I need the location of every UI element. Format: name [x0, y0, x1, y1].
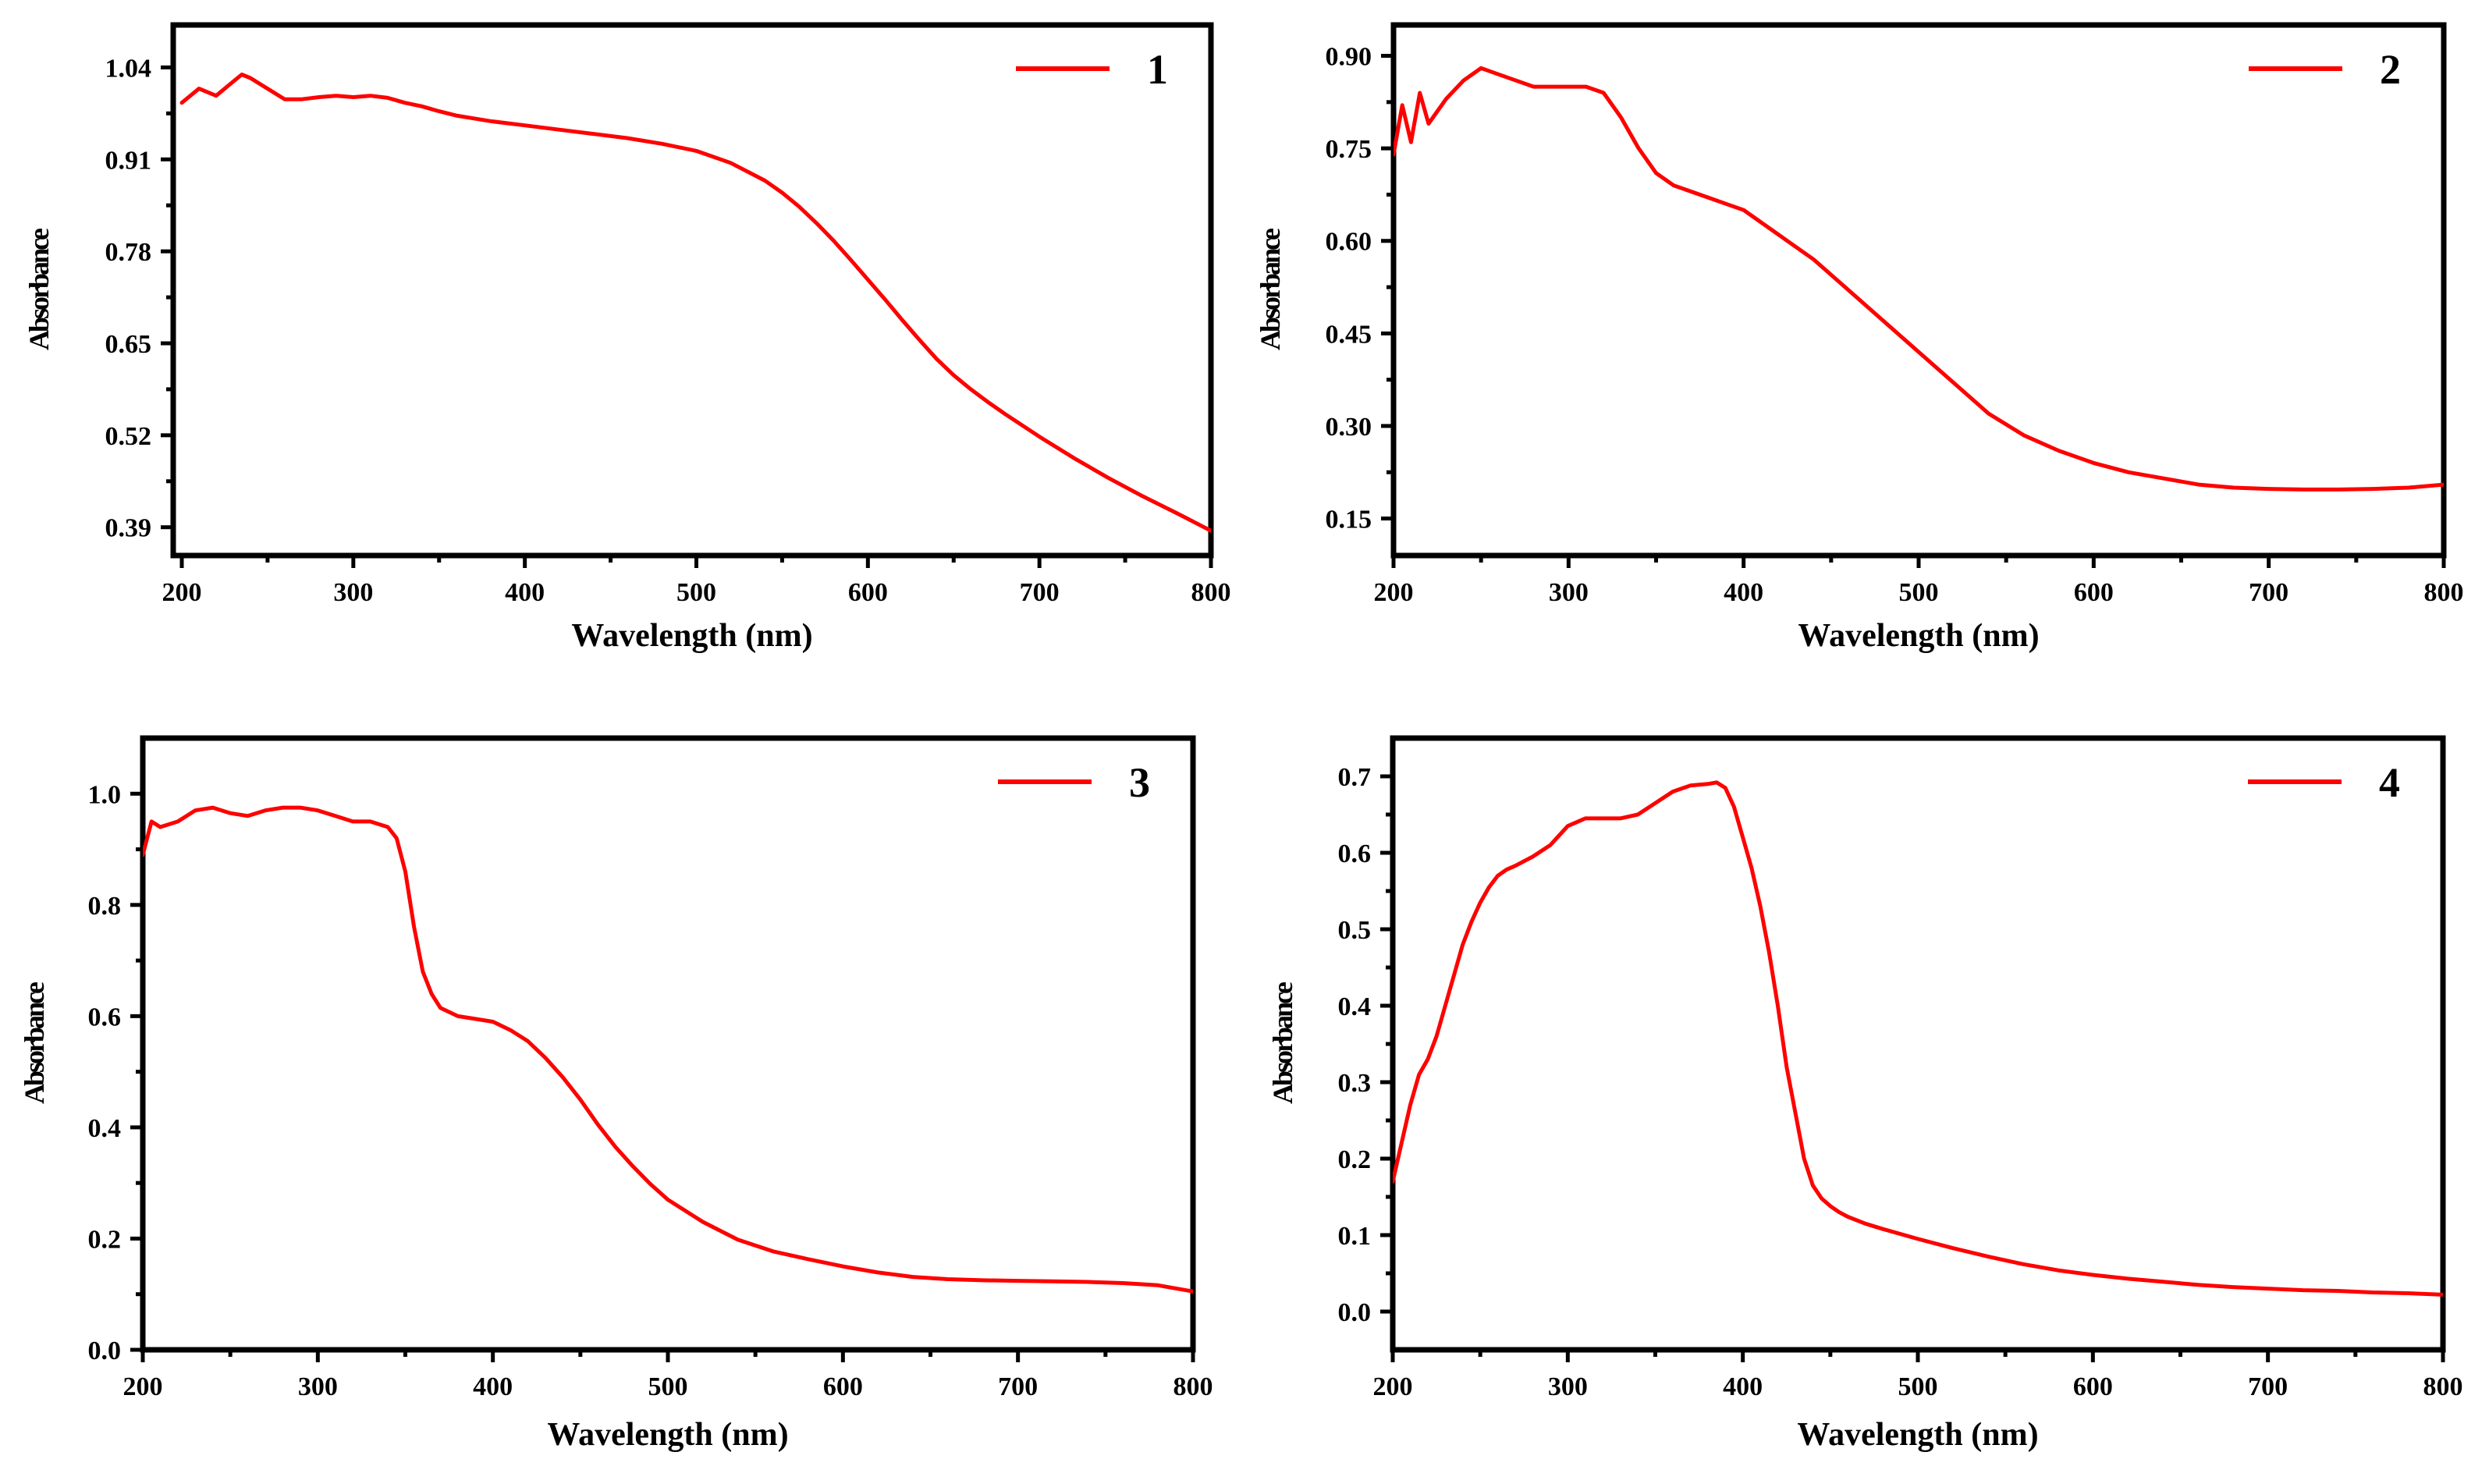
x-tick-label-2-600: 600 — [2074, 578, 2114, 607]
x-tick-label-4-500: 500 — [1898, 1372, 1938, 1401]
series-line-4 — [1393, 780, 2443, 1297]
y-tick-label-1-3: 0.78 — [105, 238, 152, 267]
plot-frame-4 — [1390, 735, 2446, 1353]
y-tick-label-3-3: 0.6 — [88, 1003, 122, 1031]
x-tick-label-4-600: 600 — [2073, 1372, 2113, 1401]
series-line-2 — [1394, 66, 2444, 492]
plot-frame-3 — [140, 735, 1196, 1353]
y-tick-label-2-1: 0.30 — [1326, 413, 1372, 442]
y-tick-label-2-0: 0.15 — [1326, 506, 1372, 534]
x-tick-label-3-300: 300 — [298, 1372, 338, 1401]
x-tick-label-1-200: 200 — [162, 578, 201, 607]
y-axis-title-4: Absorbance — [1267, 982, 1298, 1104]
y-tick-label-1-0: 0.39 — [105, 514, 152, 543]
y-axis-title-1: Absorbance — [23, 228, 55, 350]
x-tick-label-3-700: 700 — [998, 1372, 1038, 1401]
y-tick-label-4-1: 0.1 — [1338, 1222, 1372, 1251]
y-tick-label-4-0: 0.0 — [1338, 1298, 1372, 1327]
y-tick-label-2-3: 0.60 — [1326, 228, 1372, 257]
x-axis-title-1: Wavelength (nm) — [571, 618, 812, 654]
y-tick-label-3-1: 0.2 — [88, 1225, 122, 1254]
x-tick-label-1-700: 700 — [1020, 578, 1060, 607]
y-tick-label-1-4: 0.91 — [105, 146, 152, 175]
series-line-1 — [179, 73, 1211, 533]
y-axis-title-2: Absorbance — [1255, 228, 1286, 350]
y-tick-label-4-5: 0.5 — [1338, 916, 1372, 945]
x-tick-label-4-200: 200 — [1373, 1372, 1413, 1401]
x-axis-title-4: Wavelength (nm) — [1797, 1417, 2038, 1453]
x-axis-title-3: Wavelength (nm) — [547, 1417, 788, 1453]
y-tick-label-2-5: 0.90 — [1326, 43, 1372, 72]
y-tick-label-4-4: 0.4 — [1338, 992, 1372, 1021]
x-tick-label-1-600: 600 — [848, 578, 888, 607]
chart-panel-2: 200 300 400 500 600 700 800 0.15 0.30 0.45 0.60 0.7… — [1255, 22, 2464, 654]
y-tick-label-4-6: 0.6 — [1338, 840, 1372, 868]
x-tick-label-3-800: 800 — [1173, 1372, 1213, 1401]
series-line-3 — [143, 805, 1193, 1294]
x-tick-label-2-400: 400 — [1724, 578, 1763, 607]
legend-label-3: 3 — [1129, 759, 1150, 806]
x-tick-label-2-200: 200 — [1374, 578, 1414, 607]
x-tick-label-4-400: 400 — [1723, 1372, 1763, 1401]
x-tick-label-4-800: 800 — [2423, 1372, 2463, 1401]
chart-panel-1: 200 300 400 500 600 700 800 0.39 0.52 0.65 0.78 0.9… — [23, 22, 1231, 654]
x-tick-label-2-300: 300 — [1549, 578, 1589, 607]
legend-label-1: 1 — [1147, 46, 1168, 93]
y-tick-label-4-2: 0.2 — [1338, 1145, 1372, 1174]
x-tick-label-3-500: 500 — [648, 1372, 688, 1401]
plot-frame-2 — [1390, 22, 2447, 559]
y-tick-label-1-5: 1.04 — [105, 54, 152, 83]
x-tick-label-3-200: 200 — [123, 1372, 163, 1401]
x-tick-label-1-800: 800 — [1191, 578, 1231, 607]
x-tick-label-1-300: 300 — [333, 578, 373, 607]
x-tick-label-3-600: 600 — [823, 1372, 863, 1401]
x-tick-label-2-700: 700 — [2249, 578, 2288, 607]
y-tick-label-3-2: 0.4 — [88, 1114, 122, 1143]
x-tick-label-4-300: 300 — [1548, 1372, 1588, 1401]
y-tick-label-2-4: 0.75 — [1326, 135, 1372, 164]
legend-label-4: 4 — [2379, 759, 2400, 806]
y-tick-label-3-5: 1.0 — [88, 780, 122, 809]
y-tick-label-4-3: 0.3 — [1338, 1069, 1372, 1098]
chart-panel-3: 200 300 400 500 600 700 800 0.0 0.2 0.4 0.6 0.8 1.0 W… — [19, 735, 1213, 1453]
x-tick-label-3-400: 400 — [473, 1372, 513, 1401]
y-tick-label-2-2: 0.45 — [1326, 320, 1372, 349]
x-tick-label-1-400: 400 — [505, 578, 545, 607]
x-tick-label-4-700: 700 — [2248, 1372, 2288, 1401]
x-axis-title-2: Wavelength (nm) — [1798, 618, 2039, 654]
y-tick-label-1-2: 0.65 — [105, 330, 152, 359]
legend-label-2: 2 — [2380, 46, 2401, 93]
y-tick-label-1-1: 0.52 — [105, 422, 152, 451]
y-tick-label-3-0: 0.0 — [88, 1337, 122, 1365]
x-tick-label-2-800: 800 — [2424, 578, 2464, 607]
y-tick-label-4-7: 0.7 — [1338, 763, 1372, 792]
y-axis-title-3: Absorbance — [19, 982, 50, 1104]
y-tick-label-3-4: 0.8 — [88, 892, 122, 921]
x-tick-label-1-500: 500 — [676, 578, 716, 607]
x-tick-label-2-500: 500 — [1899, 578, 1939, 607]
plot-frame-1 — [170, 22, 1214, 559]
chart-panel-4: 200 300 400 500 600 700 800 0.0 0.1 0.2 0.3 0.4 0.5 0… — [1267, 735, 2463, 1453]
